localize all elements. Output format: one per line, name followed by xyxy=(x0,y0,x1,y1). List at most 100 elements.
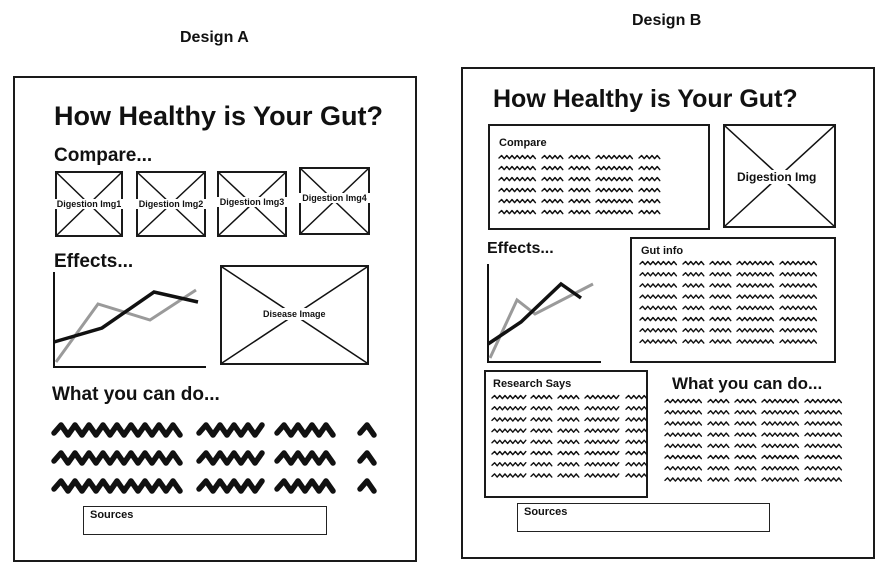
scribble-line xyxy=(541,209,564,215)
scribble-line xyxy=(638,198,661,204)
scribble-line xyxy=(530,439,553,445)
scribble-line xyxy=(541,165,564,171)
scribble-line xyxy=(51,450,183,466)
scribble-line xyxy=(761,398,800,404)
scribble-line xyxy=(638,176,661,182)
scribble-line xyxy=(761,421,800,426)
design-a-compare-label: Compare... xyxy=(54,145,153,166)
scribble-line xyxy=(709,316,732,322)
scribble-line xyxy=(804,454,843,460)
scribble-line xyxy=(584,417,620,422)
scribble-line xyxy=(595,198,634,204)
scribble-line xyxy=(639,294,678,299)
scribble-line xyxy=(51,478,183,494)
scribble-line xyxy=(357,450,377,466)
scribble-line xyxy=(557,473,580,478)
disease-image: Disease Image xyxy=(220,265,369,365)
scribble-line xyxy=(491,428,527,433)
scribble-line xyxy=(664,410,703,415)
digestion-image-1-label: Digestion Img1 xyxy=(55,199,123,209)
scribble-line xyxy=(625,428,648,433)
scribble-line xyxy=(664,398,703,404)
scribble-line xyxy=(625,439,648,445)
scribble-line xyxy=(707,432,730,437)
scribble-line xyxy=(584,439,620,445)
disease-image-label: Disease Image xyxy=(260,308,329,320)
scribble-line xyxy=(625,473,648,478)
scribble-line xyxy=(557,439,580,445)
scribble-line xyxy=(639,260,678,266)
scribble-line xyxy=(804,410,843,415)
scribble-line xyxy=(274,478,336,494)
scribble-line xyxy=(761,477,800,482)
scribble-line xyxy=(779,316,818,322)
scribble-line xyxy=(196,450,265,466)
scribble-line xyxy=(709,339,732,344)
scribble-line xyxy=(638,154,661,160)
scribble-line xyxy=(491,462,527,467)
scribble-line xyxy=(736,260,775,266)
scribble-line xyxy=(761,432,800,437)
scribble-line xyxy=(357,422,377,438)
scribble-line xyxy=(595,209,634,215)
scribble-line xyxy=(779,260,818,266)
scribble-line xyxy=(709,272,732,277)
scribble-line xyxy=(557,406,580,411)
scribble-line xyxy=(568,187,591,193)
design-a-what-label: What you can do... xyxy=(52,384,220,405)
scribble-line xyxy=(638,187,661,193)
scribble-line xyxy=(707,454,730,460)
scribble-line xyxy=(625,450,648,456)
scribble-line xyxy=(498,198,537,204)
scribble-line xyxy=(736,328,775,333)
scribble-line xyxy=(584,428,620,433)
scribble-line xyxy=(557,417,580,422)
scribble-line xyxy=(761,454,800,460)
scribble-line xyxy=(568,154,591,160)
scribble-line xyxy=(736,305,775,311)
scribble-line xyxy=(736,283,775,288)
scribble-line xyxy=(734,421,757,426)
scribble-line xyxy=(541,154,564,160)
scribble-line xyxy=(707,421,730,426)
scribble-line xyxy=(196,478,265,494)
scribble-line xyxy=(541,176,564,182)
scribble-line xyxy=(682,260,705,266)
scribble-line xyxy=(595,165,634,171)
scribble-line xyxy=(638,209,661,215)
scribble-line xyxy=(625,406,648,411)
scribble-line xyxy=(682,339,705,344)
scribble-line xyxy=(530,473,553,478)
design-a-effects-label: Effects... xyxy=(54,251,134,272)
scribble-line xyxy=(736,339,775,344)
scribble-line xyxy=(804,398,843,404)
scribble-line xyxy=(625,462,648,467)
scribble-line xyxy=(682,328,705,333)
scribble-line xyxy=(491,406,527,411)
scribble-line xyxy=(734,398,757,404)
digestion-image-3: Digestion Img3 xyxy=(217,171,287,237)
design-b-digestion-image: Digestion Img xyxy=(723,124,836,228)
scribble-line xyxy=(595,176,634,182)
scribble-line xyxy=(491,439,527,445)
scribble-line xyxy=(707,466,730,471)
scribble-line xyxy=(761,466,800,471)
scribble-line xyxy=(491,473,527,478)
scribble-line xyxy=(734,477,757,482)
scribble-line xyxy=(639,272,678,277)
scribble-line xyxy=(804,466,843,471)
scribble-line xyxy=(779,305,818,311)
scribble-line xyxy=(709,305,732,311)
scribble-line xyxy=(530,417,553,422)
digestion-image-4: Digestion Img4 xyxy=(299,167,370,235)
scribble-line xyxy=(625,417,648,422)
scribble-line xyxy=(568,165,591,171)
scribble-line xyxy=(638,165,661,171)
scribble-line xyxy=(557,428,580,433)
scribble-line xyxy=(541,187,564,193)
scribble-line xyxy=(664,421,703,426)
scribble-line xyxy=(779,272,818,277)
design-b-effects-label: Effects... xyxy=(487,240,554,257)
scribble-line xyxy=(736,272,775,277)
scribble-line xyxy=(557,462,580,467)
